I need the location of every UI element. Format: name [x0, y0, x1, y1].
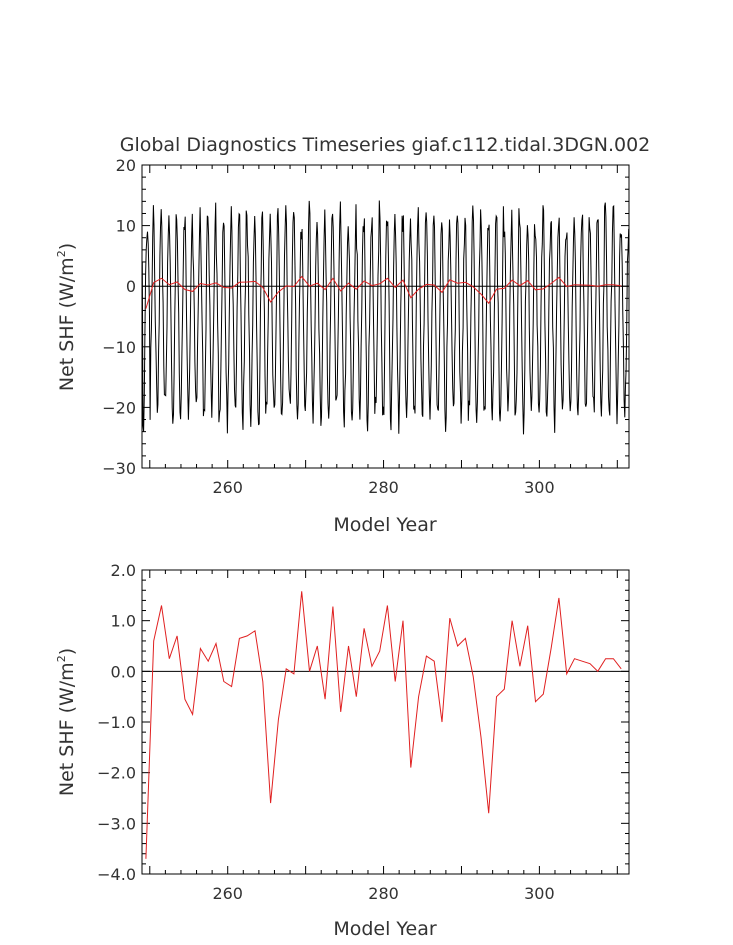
bottom-panel: Model Year Net SHF (W/m2) 260 280 300 −4.0 −…	[55, 561, 630, 940]
y-axis-title-text: Net SHF (W/m	[56, 257, 78, 391]
y-tick-label: −10	[102, 338, 136, 357]
y-axis-title-close: )	[56, 648, 78, 655]
y-tick-label: −1.0	[97, 713, 136, 732]
series-line-annual-mean	[145, 591, 622, 859]
y-axis-title-text: Net SHF (W/m	[56, 662, 78, 796]
y-tick-label: 20	[116, 156, 136, 175]
y-tick-label: −30	[102, 459, 136, 478]
y-tick-label: −20	[102, 398, 136, 417]
series-line-annual-mean	[145, 275, 622, 309]
y-tick-label: −2.0	[97, 764, 136, 783]
y-axis-title-sup: 2	[55, 655, 68, 662]
x-tick-label: 300	[524, 478, 555, 497]
y-axis-title: Net SHF (W/m2)	[55, 648, 78, 796]
series-line-monthly	[141, 200, 630, 435]
x-tick-label: 280	[368, 884, 399, 903]
y-tick-label: 2.0	[111, 561, 136, 580]
top-panel: Global Diagnostics Timeseries giaf.c112.…	[55, 134, 650, 536]
x-axis-title: Model Year	[333, 514, 437, 536]
y-tick-label: 0	[126, 277, 136, 296]
y-axis-title: Net SHF (W/m2)	[55, 243, 78, 391]
y-tick-label: −4.0	[97, 865, 136, 884]
x-axis-title: Model Year	[333, 918, 437, 940]
x-tick-label: 280	[368, 478, 399, 497]
y-axis-title-sup: 2	[55, 250, 68, 257]
plot-frame	[141, 164, 630, 469]
chart-title: Global Diagnostics Timeseries giaf.c112.…	[120, 134, 651, 156]
y-axis-title-close: )	[56, 243, 78, 250]
x-tick-label: 260	[212, 478, 243, 497]
y-tick-label: −3.0	[97, 814, 136, 833]
x-tick-label: 260	[212, 884, 243, 903]
y-tick-label: 0.0	[111, 662, 136, 681]
x-tick-label: 300	[524, 884, 555, 903]
y-tick-label: 1.0	[111, 612, 136, 631]
y-tick-label: 10	[116, 217, 136, 236]
